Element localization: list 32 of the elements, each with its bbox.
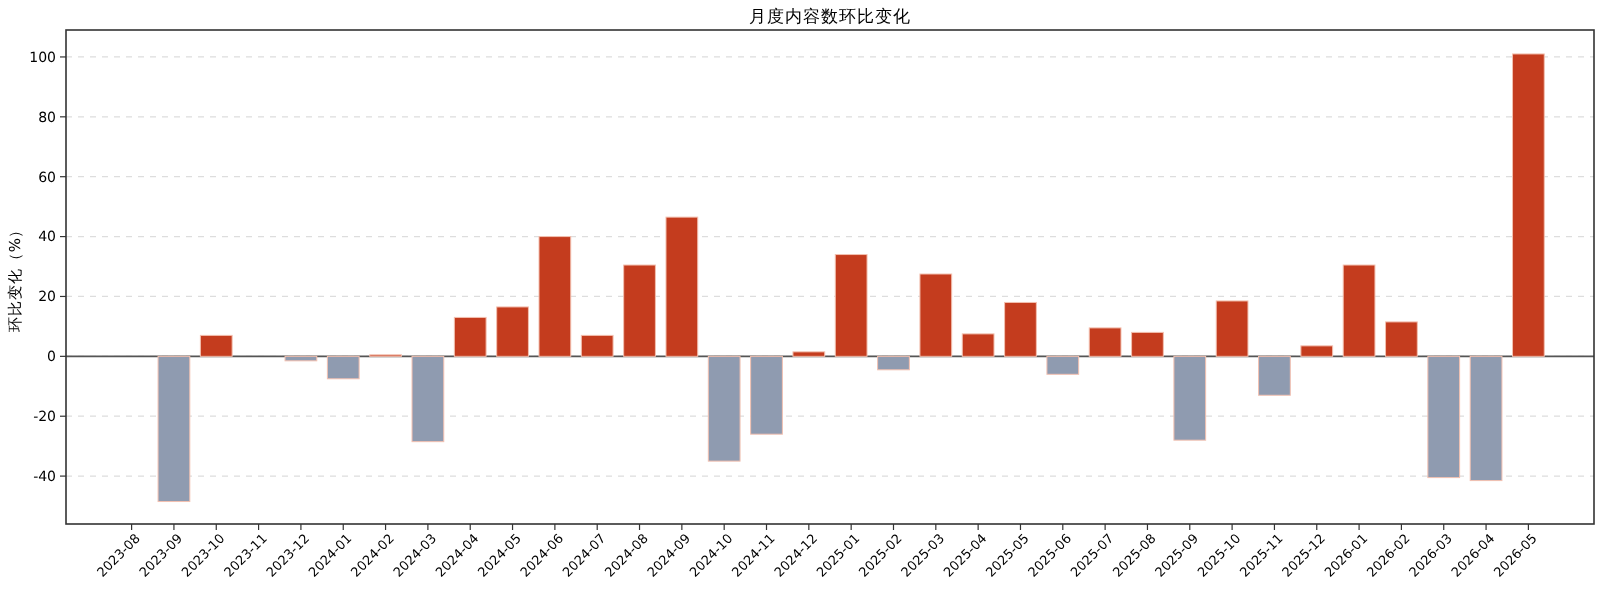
bar xyxy=(496,306,529,357)
bar xyxy=(750,355,783,435)
bar xyxy=(665,216,699,357)
bar xyxy=(157,355,191,503)
bar xyxy=(834,254,868,357)
bar xyxy=(1046,355,1080,375)
bar xyxy=(411,355,445,443)
bar xyxy=(1004,301,1037,357)
bar xyxy=(1469,355,1503,482)
bar xyxy=(1427,355,1461,479)
bar xyxy=(1131,331,1164,357)
bar xyxy=(1342,264,1376,357)
bar xyxy=(1258,355,1291,396)
bar xyxy=(1300,345,1334,357)
bar xyxy=(1215,300,1249,357)
chart-title: 月度内容数环比变化 xyxy=(749,6,911,28)
bar xyxy=(1173,355,1207,441)
bar xyxy=(792,351,826,357)
bar xyxy=(877,355,910,371)
bar xyxy=(1512,53,1545,357)
bar xyxy=(199,334,233,357)
bar xyxy=(284,355,318,362)
bar xyxy=(1385,321,1418,357)
bar xyxy=(326,355,360,380)
bar xyxy=(580,334,614,357)
bar xyxy=(623,264,656,357)
bar xyxy=(961,333,995,357)
bar xyxy=(538,236,572,357)
bar xyxy=(1088,327,1122,357)
bar xyxy=(919,273,953,357)
bar xyxy=(707,355,741,462)
bar xyxy=(453,316,487,357)
